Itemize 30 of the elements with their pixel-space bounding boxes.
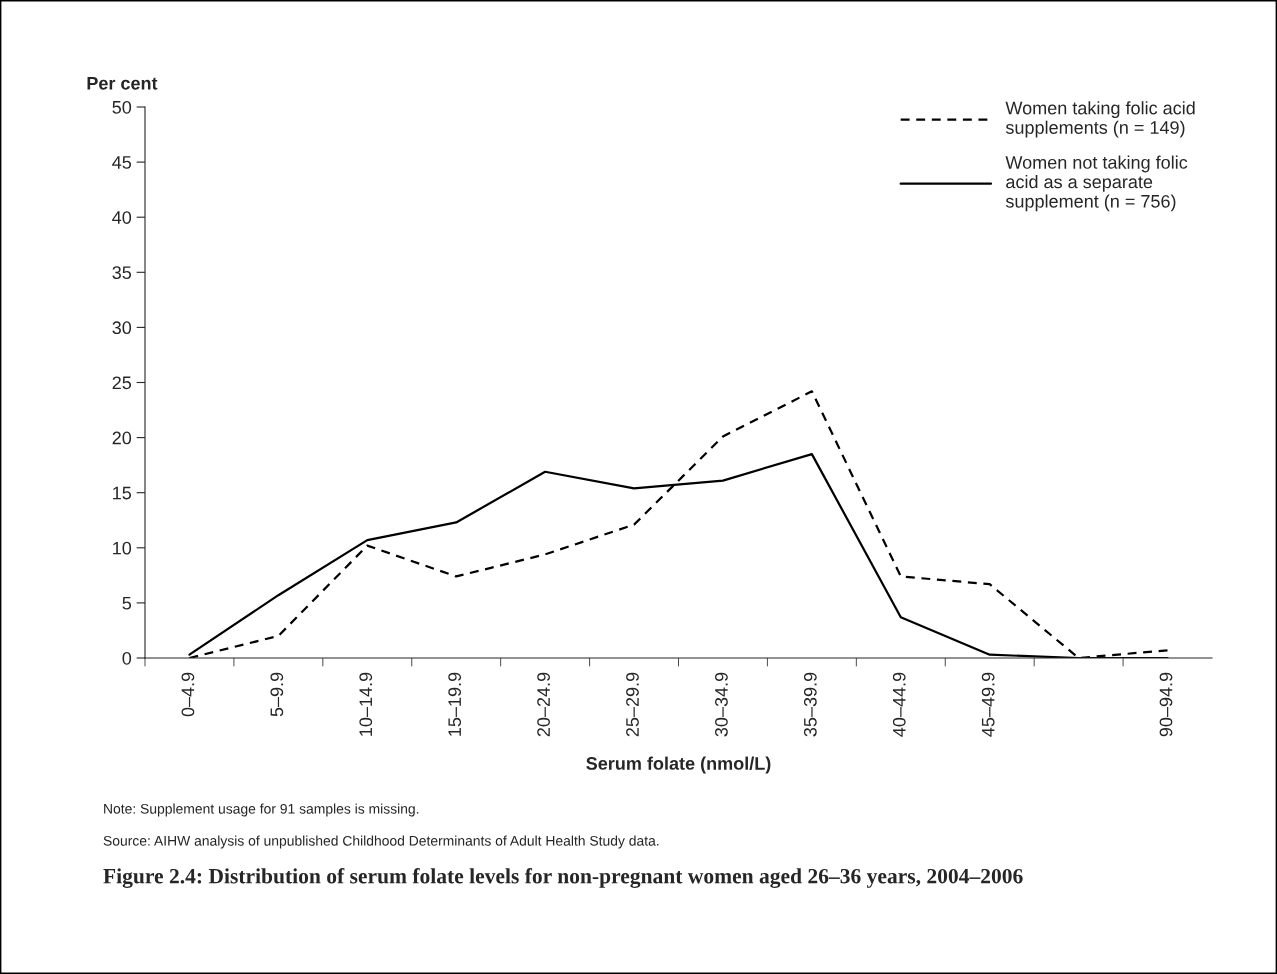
y-tick-label: 0 <box>122 651 132 665</box>
x-tick-label: 0–4.9 <box>181 672 195 717</box>
y-tick-label: 10 <box>113 541 132 555</box>
x-tick-label: 40–44.9 <box>892 672 906 737</box>
legend-label: Women taking folic acid supplements (n = 149) <box>1005 101 1195 138</box>
x-tick-label: 15–19.9 <box>448 672 462 736</box>
x-tick-label: 30–34.9 <box>715 672 728 737</box>
x-tick-label: 90–94.9 <box>1159 672 1173 737</box>
y-axis-title: Per cent <box>87 77 158 90</box>
y-tick-label: 5 <box>122 597 132 610</box>
legend-label: Women not taking folic acid as a separate supplement (n = 756) <box>1005 155 1188 212</box>
x-tick-label: 25–29.9 <box>626 672 639 737</box>
text: Figure 2.4: Distribution of serum folate levels for non-pregnant women aged 26–36 years, 2004–2006 <box>103 868 1023 888</box>
y-tick-label: 20 <box>112 431 132 445</box>
x-tick-label: 35–39.9 <box>803 672 817 737</box>
y-tick-label: 50 <box>112 100 132 114</box>
y-tick-label: 15 <box>113 486 132 500</box>
x-tick-label: 20–24.9 <box>537 672 550 737</box>
y-tick-label: 45 <box>112 156 132 169</box>
text: Note: Supplement usage for 91 samples is missing. <box>104 803 419 817</box>
y-tick-label: 30 <box>112 321 132 335</box>
x-tick-label: 45–49.9 <box>981 672 995 737</box>
line-series <box>188 390 1169 658</box>
x-axis-title: Serum folate (nmol/L) <box>586 756 771 774</box>
y-tick-label: 25 <box>112 376 132 390</box>
x-tick-label: 10–14.9 <box>359 672 373 736</box>
source-note: Source: AIHW analysis of unpublished Childhood Determinants of Adult Health Study data. <box>103 835 659 849</box>
y-tick-label: 40 <box>112 211 132 224</box>
y-tick-label: 35 <box>112 266 132 280</box>
x-tick-label: 5–9.9 <box>270 672 284 717</box>
